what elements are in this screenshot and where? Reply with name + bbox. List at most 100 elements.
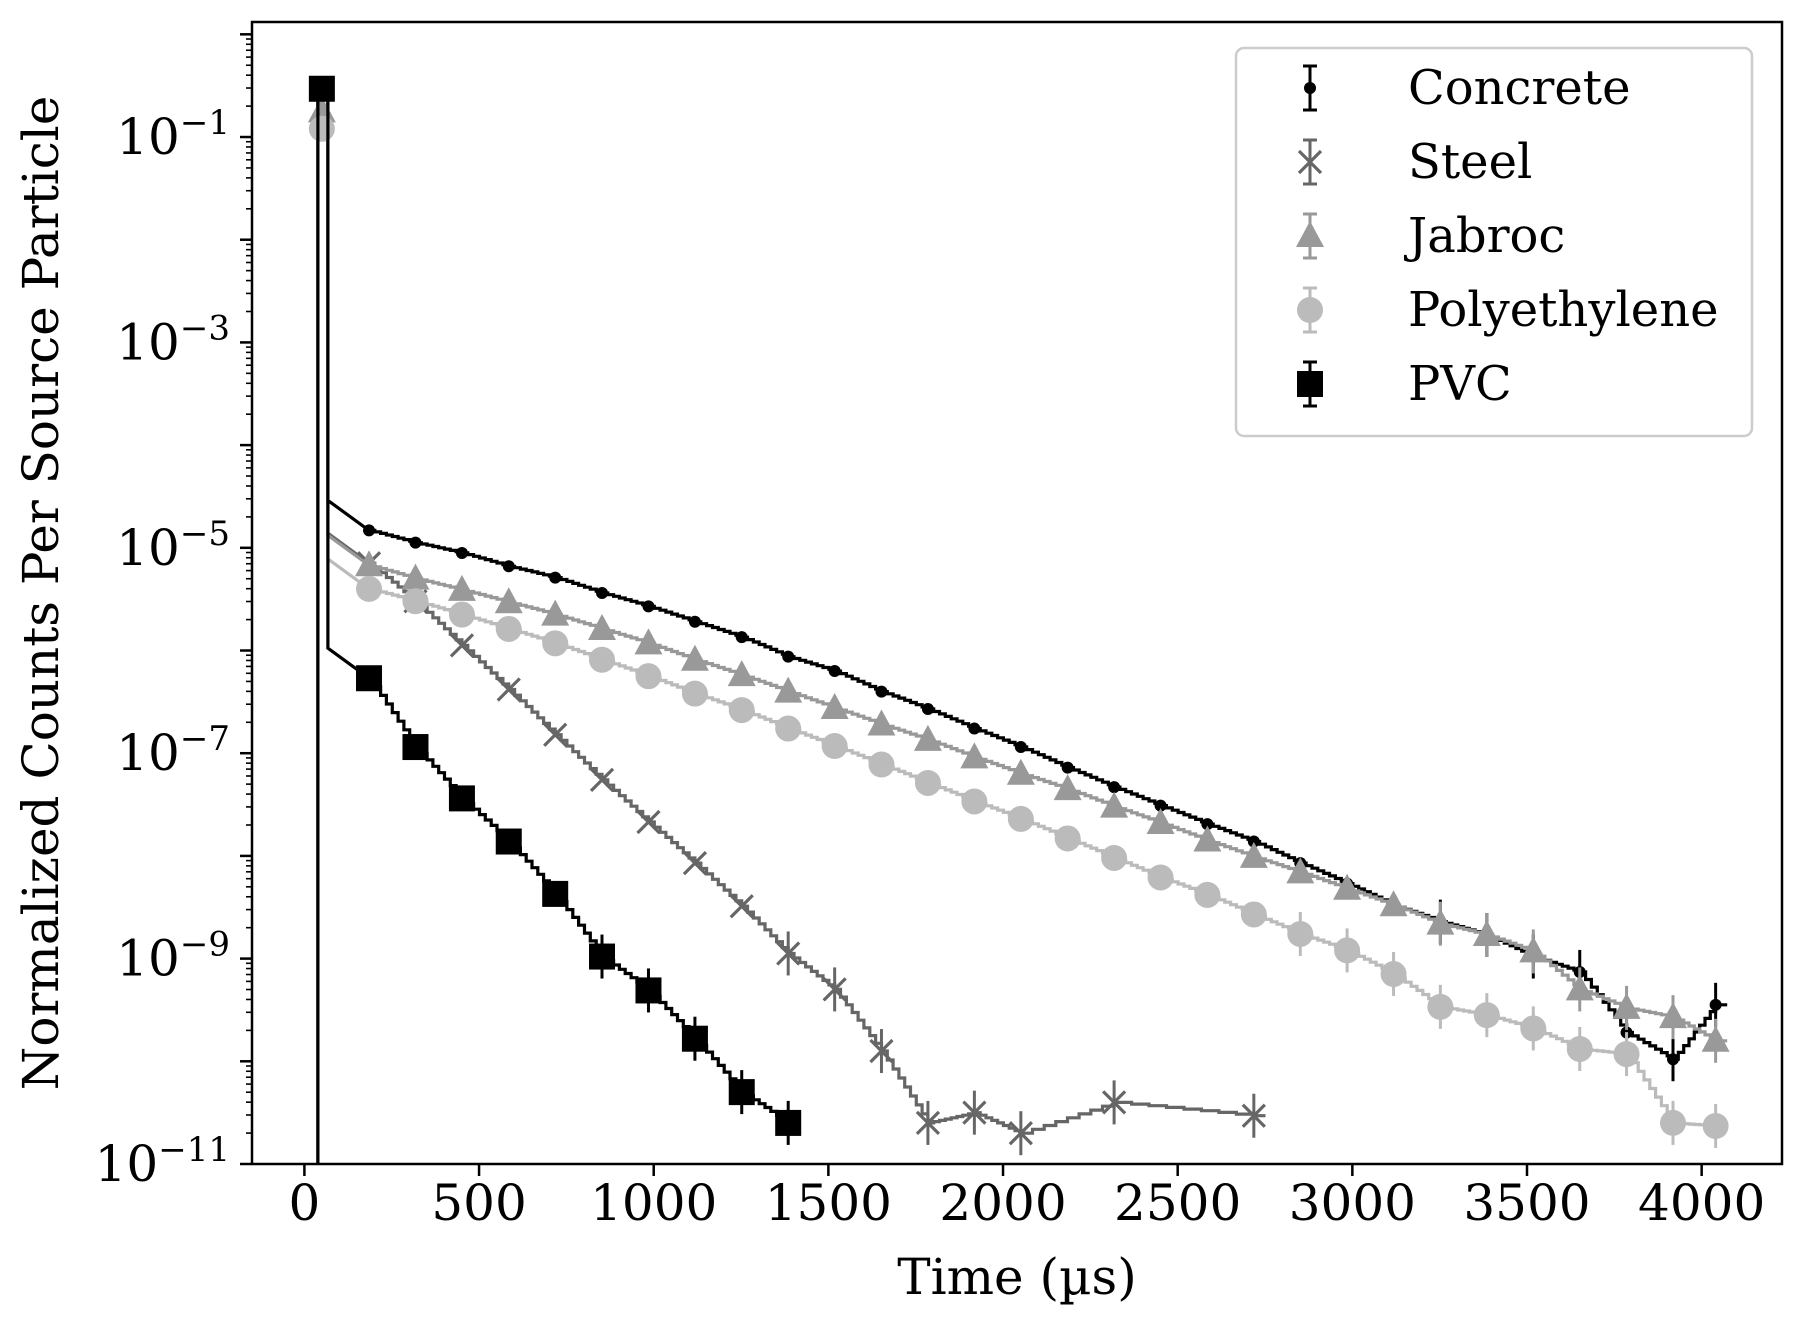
data-point [355,550,384,577]
data-point [961,788,988,815]
series-layer [307,75,1730,1164]
y-tick-label: 10−1 [116,103,230,166]
x-tick-label: 500 [431,1174,526,1232]
data-point [727,660,756,687]
series-jabroc [307,96,1730,1164]
series-polyethylene [308,115,1729,1164]
data-point [1667,1053,1680,1066]
x-tick-label: 1500 [765,1174,892,1232]
data-point [363,524,376,537]
data-point [1520,1015,1547,1042]
data-point [1472,919,1501,946]
legend-label: Jabroc [1403,208,1565,264]
data-point [402,588,429,615]
data-point [541,599,570,626]
y-tick-label: 10−11 [95,1130,230,1193]
data-point [968,722,981,735]
data-point [1380,961,1407,988]
data-point [1333,873,1362,900]
data-point [869,1038,894,1064]
data-point [496,677,521,702]
y-axis: 10−1 10−3 10−5 10−7 10−9 10−11 [95,33,252,1193]
legend-label: PVC [1408,356,1512,412]
data-point [688,615,701,628]
data-point [448,601,475,628]
data-point [775,1109,802,1136]
data-point [828,665,841,678]
data-point [782,650,795,663]
y-tick-label: 10−7 [116,719,230,782]
data-point [1053,774,1082,801]
data-point [589,943,616,970]
data-point [447,574,476,601]
data-point [1473,1002,1500,1029]
series-pvc [308,75,802,1164]
data-point [635,663,662,690]
legend: Concrete Steel Jabroc Polyethylene PVC [1234,46,1754,438]
data-point [915,1110,941,1136]
data-point [1194,881,1221,908]
data-point [401,563,430,590]
x-tick-label: 1000 [590,1174,717,1232]
series-line [316,109,1728,1164]
legend-frame [1234,46,1754,438]
legend-item-polyethylene: Polyethylene [1297,282,1719,338]
legend-label: Concrete [1408,60,1630,116]
data-point [1240,901,1267,928]
data-point [821,733,848,760]
data-point [1709,998,1722,1011]
data-point [589,767,615,793]
data-point [634,628,663,655]
data-point [822,977,847,1002]
data-point [1061,761,1074,774]
data-point [1519,936,1548,963]
data-point [1241,1103,1266,1128]
data-point [549,571,562,584]
data-point [1426,908,1455,935]
data-point [1101,1090,1127,1115]
x-axis: 0 500 1000 1500 2000 2500 3000 3500 4000 [288,1164,1765,1232]
data-point [635,977,662,1004]
legend-item-steel: Steel [1297,134,1532,190]
data-point [914,769,941,796]
data-point [1108,781,1121,794]
plot-frame [250,20,1784,1166]
data-point [682,850,708,876]
legend-item-concrete: Concrete [1303,60,1630,116]
data-point [402,734,429,761]
legend-label: Steel [1408,134,1532,190]
data-point [588,613,617,640]
x-tick-label: 2500 [1114,1174,1241,1232]
data-point [1334,937,1361,964]
data-point [1613,1041,1640,1068]
data-point [542,880,569,907]
data-point [776,941,801,966]
x-tick-label: 3500 [1463,1174,1590,1232]
data-point [1286,857,1315,884]
data-point [642,600,655,613]
y-tick-label: 10−9 [116,925,230,988]
legend-item-jabroc: Jabroc [1296,208,1565,264]
data-point [455,546,468,559]
x-axis-label: Time (µs) [897,1248,1136,1306]
data-point [875,685,888,698]
legend-item-pvc: PVC [1297,356,1512,412]
data-point [1008,1121,1033,1146]
x-tick-label: 0 [288,1174,320,1232]
data-point [681,680,708,707]
x-tick-label: 2000 [939,1174,1066,1232]
data-point [1007,805,1034,832]
data-point [1565,974,1594,1001]
data-point [495,615,522,642]
data-point [596,587,609,599]
data-point [680,644,709,671]
data-point [820,693,849,720]
data-point [1701,1025,1730,1052]
series-line [316,92,1266,1164]
data-point [494,587,523,614]
legend-marker [1297,371,1323,397]
data-point [1612,992,1641,1019]
data-point [1100,791,1129,818]
y-tick-label: 10−3 [116,308,230,371]
